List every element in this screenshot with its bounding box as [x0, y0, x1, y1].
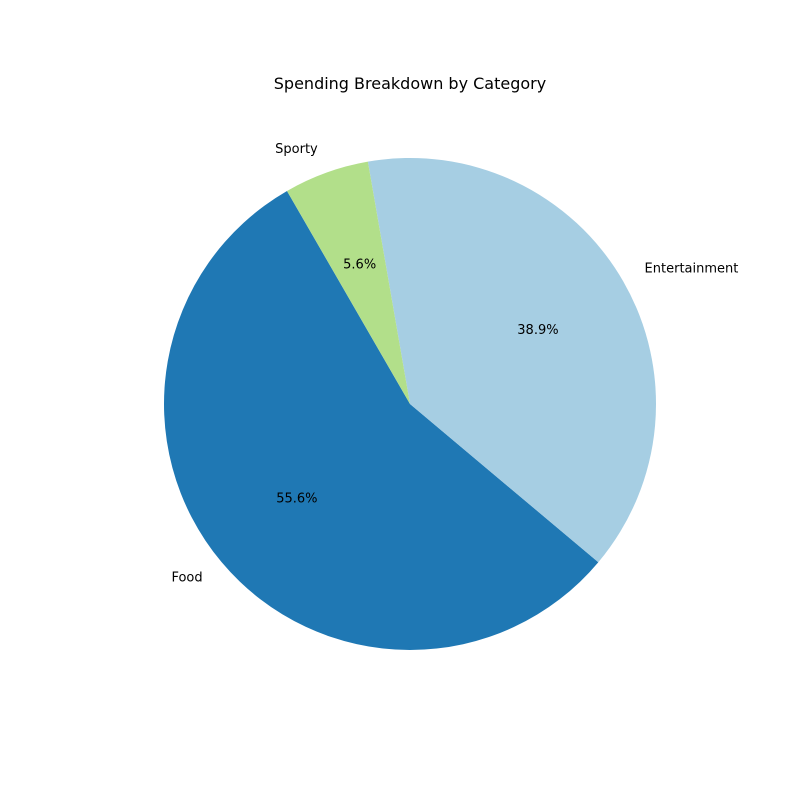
- pct-label-food: 55.6%: [276, 491, 317, 506]
- pie-slice-entertainment: [367, 158, 656, 563]
- pie-slice-food: [164, 190, 599, 650]
- chart-title: Spending Breakdown by Category: [274, 74, 546, 93]
- pct-label-entertainment: 38.9%: [517, 323, 558, 338]
- slice-label-entertainment: Entertainment: [645, 262, 739, 277]
- pie-slice-sporty: [287, 161, 410, 404]
- pct-label-sporty: 5.6%: [343, 258, 376, 273]
- pie-slices: [164, 158, 656, 650]
- slice-label-sporty: Sporty: [275, 142, 318, 157]
- pie-labels: Food 55.6% Entertainment 38.9% Sporty 5.6%: [171, 142, 738, 585]
- slice-label-food: Food: [171, 570, 202, 585]
